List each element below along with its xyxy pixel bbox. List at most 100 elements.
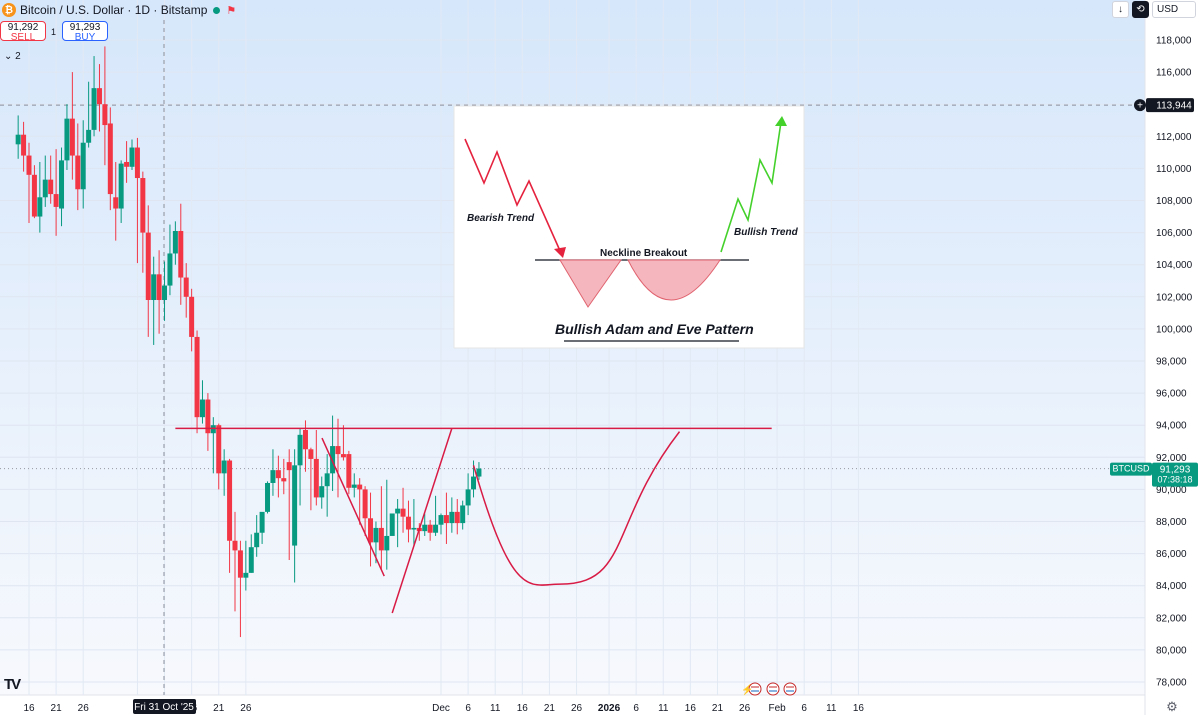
event-flag-icon[interactable]	[766, 682, 780, 696]
crosshair-add-button[interactable]: +	[1134, 99, 1146, 112]
candle[interactable]	[351, 473, 357, 498]
candle[interactable]	[259, 511, 265, 544]
candle[interactable]	[313, 430, 319, 506]
candle[interactable]	[156, 250, 162, 334]
sell-button[interactable]: 91,292 SELL	[0, 21, 46, 43]
candle[interactable]	[460, 500, 466, 530]
adam-trend-line[interactable]	[391, 428, 453, 614]
candle[interactable]	[405, 500, 411, 543]
candle[interactable]	[118, 160, 124, 223]
adam-left-trend-line[interactable]	[321, 437, 385, 577]
candle[interactable]	[389, 513, 395, 536]
candle[interactable]	[378, 486, 384, 570]
candle[interactable]	[476, 462, 482, 480]
candle[interactable]	[42, 155, 48, 207]
candle[interactable]	[75, 123, 81, 211]
candle[interactable]	[37, 161, 43, 233]
candle[interactable]	[357, 478, 363, 525]
candle[interactable]	[362, 486, 368, 536]
candle[interactable]	[422, 513, 428, 536]
candle[interactable]	[21, 121, 27, 172]
candle[interactable]	[53, 149, 59, 236]
candle[interactable]	[443, 492, 449, 544]
candle[interactable]	[254, 515, 260, 557]
candle[interactable]	[319, 476, 325, 509]
candle[interactable]	[167, 224, 173, 296]
candle[interactable]	[194, 330, 200, 434]
candle[interactable]	[172, 221, 178, 265]
event-flag-icon[interactable]	[748, 682, 762, 696]
candle[interactable]	[124, 141, 130, 183]
candle[interactable]	[129, 139, 135, 171]
candle[interactable]	[151, 256, 157, 345]
candle[interactable]	[96, 64, 102, 132]
buy-button[interactable]: 91,293 BUY	[62, 21, 108, 43]
candle[interactable]	[275, 455, 281, 498]
candle[interactable]	[438, 513, 444, 535]
pattern-annotations[interactable]	[175, 427, 772, 614]
candle[interactable]	[335, 418, 341, 498]
candle[interactable]	[107, 107, 113, 211]
candle[interactable]	[243, 540, 249, 591]
candle[interactable]	[232, 511, 238, 612]
candle[interactable]	[346, 450, 352, 495]
candle[interactable]	[292, 449, 298, 583]
candle[interactable]	[395, 499, 401, 548]
candle[interactable]	[216, 423, 222, 490]
candle[interactable]	[64, 104, 70, 171]
currency-selector[interactable]: USD	[1152, 1, 1196, 18]
event-lightning-icon[interactable]: ⚡	[741, 683, 753, 696]
candle[interactable]	[86, 81, 92, 148]
indicators-toggle[interactable]: ⌄ 2	[4, 51, 21, 62]
candle[interactable]	[427, 519, 433, 541]
candle[interactable]	[465, 473, 471, 516]
candle[interactable]	[48, 155, 54, 204]
candle[interactable]	[189, 288, 195, 352]
candle[interactable]	[237, 540, 243, 638]
candle[interactable]	[297, 428, 303, 506]
candle[interactable]	[26, 142, 32, 223]
flag-icon[interactable]: ⚑	[226, 4, 237, 17]
price-axis[interactable]: 78,000 80,000 82,000 84,000 86,000 88,000 90,0…	[1156, 36, 1193, 689]
sync-toggle-icon[interactable]: ⟲	[1132, 1, 1149, 18]
candle[interactable]	[221, 449, 227, 496]
candle[interactable]	[340, 425, 346, 461]
candle[interactable]	[91, 56, 97, 137]
eve-cup-curve[interactable]	[472, 431, 681, 586]
candle[interactable]	[205, 393, 211, 451]
economic-events[interactable]: ⚡	[741, 682, 797, 696]
candle[interactable]	[134, 137, 140, 264]
candle[interactable]	[145, 205, 151, 337]
candle[interactable]	[286, 449, 292, 561]
candlestick-series[interactable]	[15, 46, 482, 638]
candle[interactable]	[183, 263, 189, 318]
candle[interactable]	[411, 499, 417, 546]
candle[interactable]	[59, 147, 65, 227]
candle[interactable]	[433, 495, 439, 536]
candle[interactable]	[265, 481, 271, 514]
candle[interactable]	[324, 454, 330, 517]
candle[interactable]	[210, 417, 216, 474]
candle[interactable]	[140, 171, 146, 273]
candle[interactable]	[69, 72, 75, 180]
candle[interactable]	[400, 487, 406, 533]
candle[interactable]	[178, 203, 184, 305]
candle[interactable]	[80, 120, 86, 209]
symbol-header[interactable]: ₿ Bitcoin / U.S. Dollar · 1D · Bitstamp …	[0, 0, 236, 20]
download-arrow-icon[interactable]: ↓	[1112, 1, 1129, 18]
candle[interactable]	[199, 380, 205, 424]
candle[interactable]	[227, 458, 233, 573]
candle[interactable]	[454, 499, 460, 535]
candle[interactable]	[102, 46, 108, 166]
candle[interactable]	[31, 165, 37, 219]
candle[interactable]	[281, 458, 287, 495]
symbol-title[interactable]: Bitcoin / U.S. Dollar · 1D · Bitstamp	[20, 3, 208, 17]
candle[interactable]	[368, 492, 374, 567]
candle[interactable]	[162, 261, 168, 321]
candle[interactable]	[308, 447, 314, 511]
candle[interactable]	[15, 115, 21, 159]
candle[interactable]	[449, 497, 455, 533]
settings-gear-icon[interactable]: ⚙	[1166, 699, 1178, 714]
candle[interactable]	[248, 534, 254, 573]
